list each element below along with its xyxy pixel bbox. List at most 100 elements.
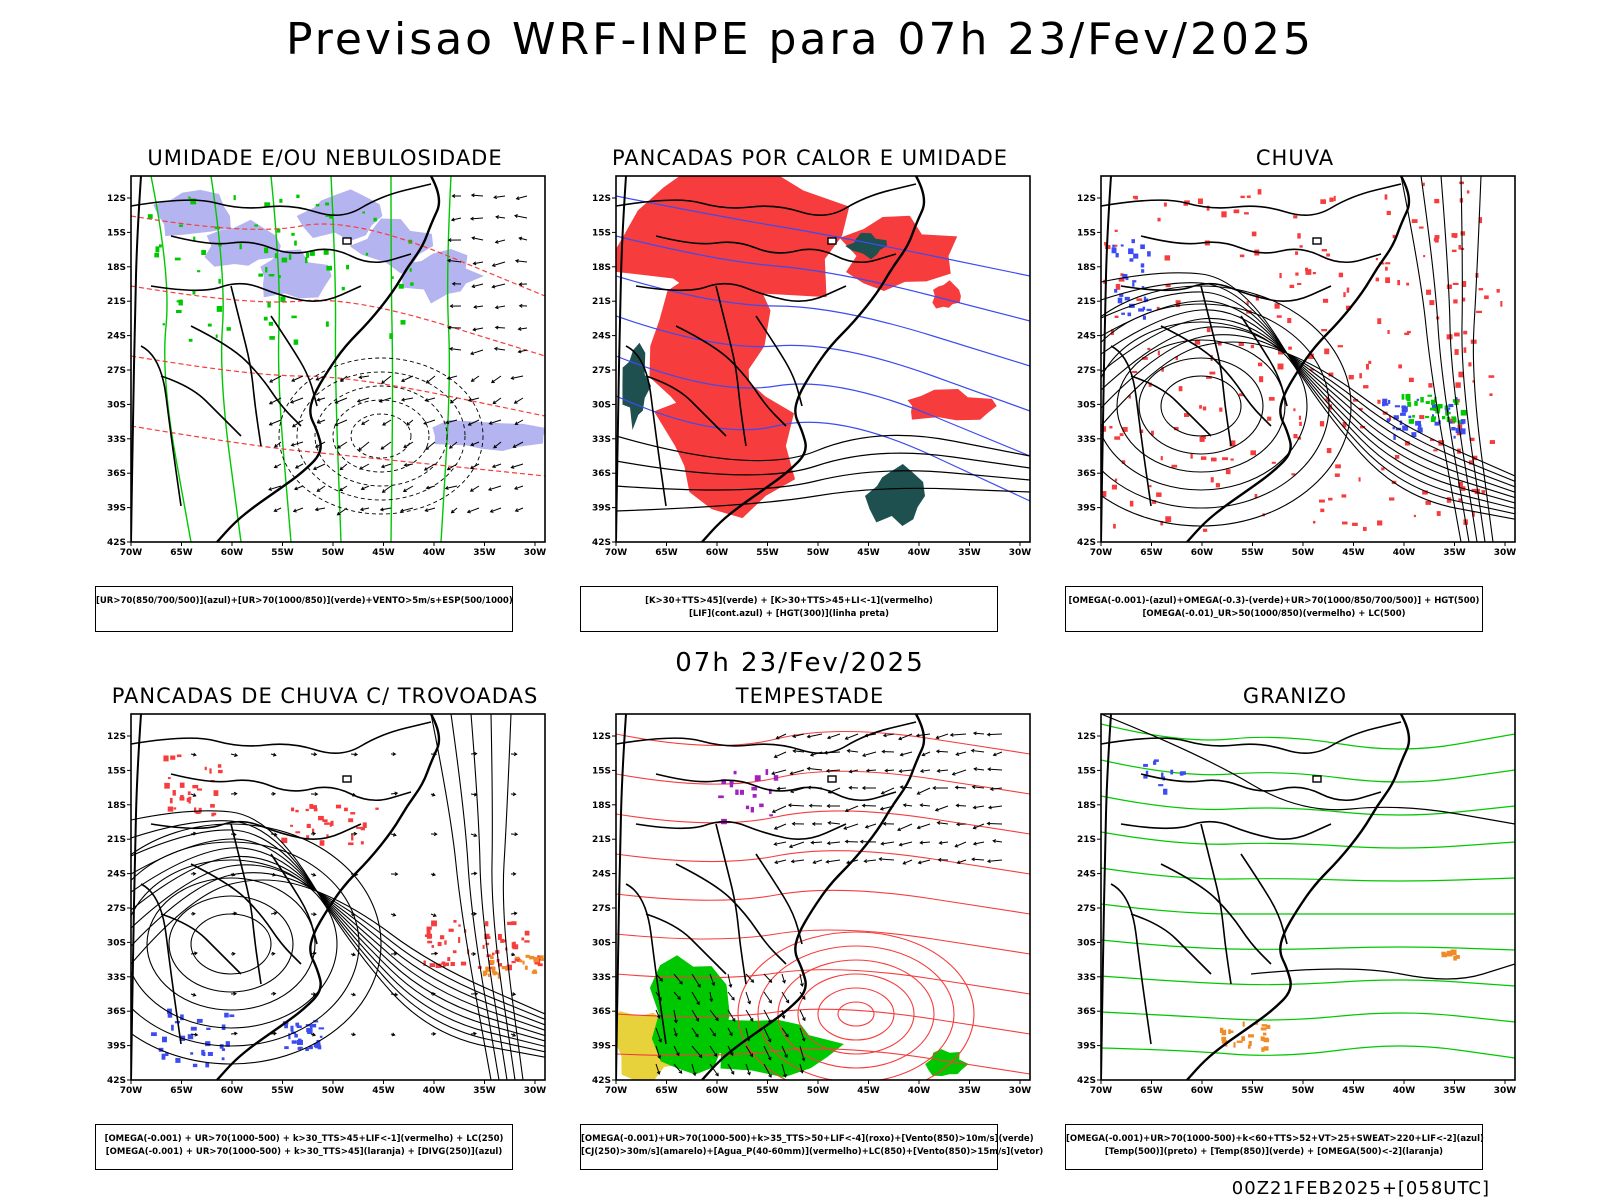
- shaded-speckle: [186, 797, 190, 803]
- shaded-speckle: [161, 1053, 166, 1060]
- wind-vector-head: [233, 791, 238, 796]
- shaded-speckle: [1202, 406, 1207, 411]
- lat-label: 15S: [1077, 228, 1096, 238]
- shaded-speckle: [1446, 497, 1452, 503]
- shaded-speckle: [754, 775, 761, 782]
- shaded-speckle: [1146, 308, 1152, 312]
- wind-vector: [447, 463, 458, 471]
- wind-vector-head: [809, 752, 814, 757]
- wind-vector-head: [517, 326, 522, 331]
- wind-vector-head: [268, 422, 273, 426]
- shaded-speckle: [1260, 1036, 1265, 1041]
- shaded-speckle: [486, 954, 492, 957]
- contour-line: [1101, 1045, 1515, 1059]
- contour-line: [131, 847, 545, 1037]
- legend-box: [K>30+TTS>45](verde) + [K>30+TTS>45+LI<-…: [580, 586, 998, 632]
- wind-vector-head: [882, 733, 887, 738]
- wind-vector: [973, 823, 985, 829]
- shaded-speckle: [1119, 293, 1124, 297]
- wind-vector-head: [935, 749, 940, 754]
- wind-vector-head: [731, 1018, 736, 1022]
- shaded-speckle: [298, 1046, 303, 1049]
- wind-vector-head: [473, 1031, 477, 1036]
- wind-vector: [470, 833, 477, 837]
- shaded-speckle: [1386, 210, 1391, 216]
- wind-vector: [655, 1045, 661, 1059]
- wind-vector-head: [747, 1000, 752, 1005]
- wind-vector: [274, 441, 282, 448]
- shaded-speckle: [1233, 1042, 1236, 1048]
- wind-vector-head: [811, 821, 816, 826]
- shaded-speckle: [1156, 492, 1162, 497]
- shaded-area: [688, 1019, 844, 1078]
- shaded-speckle: [1433, 449, 1438, 452]
- wind-vector: [514, 485, 524, 490]
- wind-vector: [988, 805, 1003, 809]
- contour-line: [131, 355, 545, 417]
- shaded-speckle: [179, 224, 183, 227]
- wind-vector-head: [956, 822, 960, 827]
- shaded-speckle: [491, 966, 496, 973]
- shaded-speckle: [1202, 528, 1208, 532]
- wind-vector-head: [773, 754, 778, 759]
- contour-line: [616, 929, 1030, 955]
- wind-vector-head: [825, 768, 830, 773]
- shaded-speckle: [537, 963, 543, 967]
- wind-vector: [673, 1027, 677, 1037]
- wind-vector-head: [954, 785, 959, 790]
- contour-line: [1250, 963, 1515, 980]
- shaded-speckle: [1385, 262, 1391, 265]
- wind-vector-head: [865, 768, 870, 773]
- country-border: [160, 375, 242, 437]
- wind-vector: [380, 441, 392, 450]
- wind-vector-head: [916, 825, 921, 830]
- wind-vector-head: [932, 786, 936, 790]
- wind-vector-head: [491, 464, 496, 469]
- shaded-speckle: [1452, 282, 1459, 285]
- wind-vector-head: [713, 1053, 718, 1058]
- wind-vector: [515, 260, 528, 263]
- wind-vector-head: [394, 872, 399, 877]
- shaded-speckle: [1101, 491, 1107, 497]
- shaded-speckle: [1160, 520, 1164, 526]
- wind-vector: [883, 733, 895, 737]
- map-frame: [615, 713, 1031, 1081]
- shaded-speckle: [1423, 255, 1426, 258]
- wind-vector-head: [289, 399, 294, 404]
- shaded-speckle: [409, 268, 412, 272]
- wind-vector: [709, 973, 715, 986]
- wind-vector: [294, 485, 304, 490]
- shaded-speckle: [1401, 407, 1407, 413]
- shaded-speckle: [1458, 371, 1464, 378]
- shaded-speckle: [1298, 415, 1302, 420]
- shaded-speckle: [167, 777, 171, 780]
- lon-label: 65W: [655, 1086, 678, 1096]
- lat-label: 18S: [107, 263, 126, 273]
- wind-vector-head: [951, 771, 956, 776]
- shaded-speckle: [330, 820, 334, 826]
- shaded-speckle: [1408, 415, 1412, 419]
- shaded-speckle: [1308, 353, 1314, 359]
- shaded-speckle: [424, 934, 429, 937]
- wind-vector: [390, 792, 398, 795]
- shaded-speckle: [1165, 283, 1171, 288]
- wind-vector-head: [494, 305, 499, 310]
- lon-label: 35W: [1443, 1086, 1466, 1096]
- wind-vector-head: [514, 259, 519, 263]
- shaded-speckle: [1165, 516, 1172, 522]
- wind-vector-head: [789, 771, 794, 776]
- wind-vector: [799, 1009, 806, 1021]
- panel-pancadas-calor: PANCADAS POR CALOR E UMIDADE 12S 15S 18S 21…: [580, 146, 1040, 636]
- shaded-speckle: [1143, 763, 1148, 767]
- contour-line: [131, 820, 545, 1053]
- shaded-speckle: [346, 264, 349, 270]
- contour-line: [450, 714, 500, 1080]
- wind-vector: [774, 751, 787, 758]
- shaded-speckle: [1441, 416, 1446, 420]
- wind-vector: [745, 1009, 754, 1022]
- wind-vector-head: [400, 397, 405, 402]
- shaded-speckle: [1453, 955, 1457, 961]
- shaded-speckle: [263, 316, 268, 321]
- wind-vector-head: [353, 831, 358, 836]
- wind-vector: [826, 859, 841, 863]
